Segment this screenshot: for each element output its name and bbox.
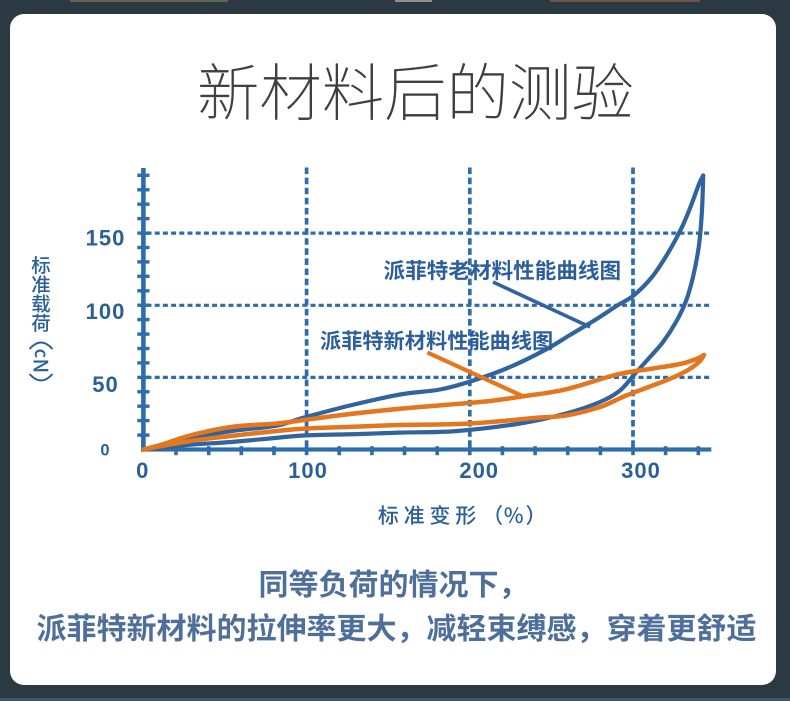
- svg-text:150: 150: [86, 226, 126, 251]
- svg-text:100: 100: [86, 299, 126, 324]
- svg-text:200: 200: [459, 458, 499, 483]
- svg-text:0: 0: [100, 441, 109, 459]
- svg-text:100: 100: [288, 458, 328, 483]
- svg-text:300: 300: [621, 458, 661, 483]
- svg-text:0: 0: [136, 458, 149, 483]
- svg-text:50: 50: [92, 372, 118, 397]
